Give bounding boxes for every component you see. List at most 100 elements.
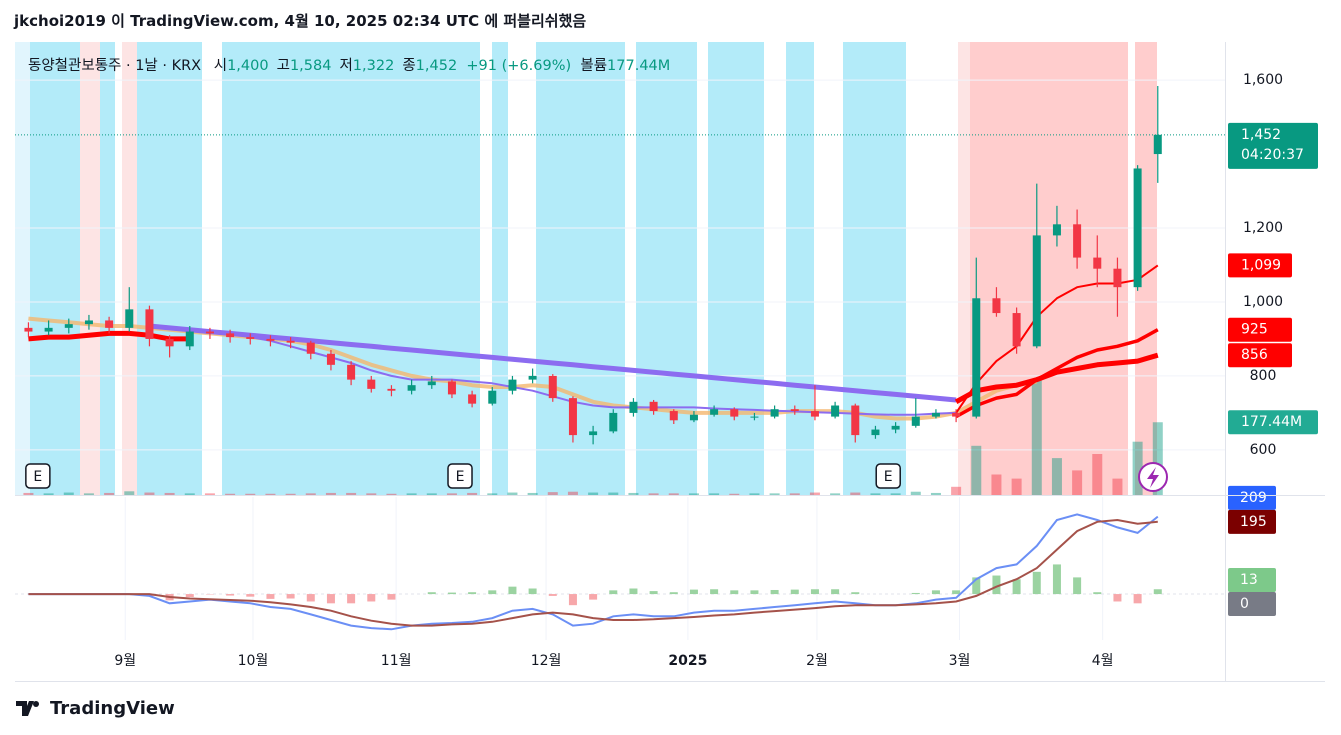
candle-body — [629, 401, 638, 413]
x-tick-label: 11월 — [381, 653, 412, 669]
background-band — [786, 42, 814, 495]
candle-body — [589, 431, 598, 436]
x-tick-label: 10월 — [238, 653, 269, 669]
legend: 동양철관보통주 · 1날 · KRX 시1,400 고1,584 저1,322 종1,… — [28, 54, 670, 75]
histogram-bar — [447, 592, 456, 595]
volume-bar — [1132, 441, 1143, 495]
volume-bar — [789, 493, 800, 495]
candle-body — [468, 394, 477, 404]
volume-bar — [164, 492, 175, 495]
candle-body — [669, 411, 678, 421]
histogram-bar — [689, 589, 698, 595]
candle-body — [447, 381, 456, 395]
volume-bar — [567, 491, 578, 495]
candle-body — [347, 364, 356, 380]
volume-bar — [910, 491, 921, 495]
candle-body — [528, 375, 537, 380]
candle-body — [810, 411, 819, 417]
volume-bar — [305, 493, 316, 495]
volume-bar — [83, 493, 94, 495]
histogram-bar — [246, 594, 255, 597]
background-band — [636, 42, 697, 495]
candle-body — [367, 379, 376, 389]
volume-bar — [729, 493, 740, 495]
volume-bar — [749, 493, 760, 495]
volume-bar — [204, 493, 215, 495]
candle-body — [508, 379, 517, 391]
macd-badge — [1228, 509, 1276, 534]
volume-bar — [588, 492, 599, 495]
background-band — [100, 42, 115, 495]
volume-bar — [346, 492, 357, 495]
ma-badge-label: 1,099 — [1241, 257, 1281, 273]
background-band — [970, 42, 1128, 495]
event-marker — [447, 463, 473, 489]
histogram-bar — [609, 590, 618, 595]
histogram-bar — [629, 588, 638, 595]
alert-icon[interactable] — [1138, 462, 1168, 492]
background-band — [222, 42, 480, 495]
candle-body — [407, 385, 416, 391]
volume-bar — [1152, 422, 1163, 495]
ma-badge-label: 925 — [1241, 322, 1268, 338]
candle-body — [1113, 268, 1122, 288]
ma-badge-label: 856 — [1241, 347, 1268, 363]
y-tick-label: 1,200 — [1243, 220, 1283, 236]
candle-body — [125, 309, 134, 328]
candle-body — [1073, 224, 1082, 258]
x-tick-label: 9월 — [114, 653, 136, 669]
volume-bar — [487, 493, 498, 495]
volume-bar — [668, 493, 679, 495]
background-band — [492, 42, 508, 495]
volume-bar — [63, 492, 74, 495]
histogram-bar — [1153, 589, 1162, 595]
histogram-bar — [568, 594, 577, 606]
histogram-bar — [185, 594, 194, 598]
candle-body — [427, 381, 436, 386]
volume-bar — [769, 493, 780, 495]
histogram-bar — [992, 575, 1001, 595]
volume-bar — [971, 445, 982, 495]
volume-bar — [830, 493, 841, 495]
volume-bar — [265, 493, 276, 495]
candle-body — [145, 309, 154, 339]
volume-bar — [809, 492, 820, 495]
ma-line — [149, 323, 957, 403]
candle-body — [710, 409, 719, 415]
candle-body — [649, 401, 658, 412]
ma-badge — [1228, 253, 1292, 278]
histogram-bar — [750, 590, 759, 595]
histogram-bar — [367, 594, 376, 602]
candle-body — [326, 353, 335, 365]
volume-bar — [709, 493, 720, 495]
histogram-bar — [1032, 571, 1041, 595]
x-tick-label: 3월 — [949, 653, 971, 669]
volume-bar — [527, 492, 538, 495]
ma-line — [955, 264, 1159, 414]
histogram-bar — [952, 590, 961, 595]
histogram-bar — [326, 594, 335, 604]
histogram-bar — [710, 589, 719, 595]
histogram-bar — [528, 588, 537, 595]
ohlc-label: 저 — [339, 58, 353, 74]
background-band — [122, 42, 137, 495]
histogram-bar — [972, 577, 981, 595]
change: +91 (+6.69%) — [466, 58, 572, 74]
volume-bar — [507, 492, 518, 495]
candle-body — [205, 331, 214, 334]
ma-line — [28, 330, 1159, 404]
candle-body — [286, 340, 295, 343]
macd-badge — [1228, 568, 1276, 593]
volume-bar — [406, 493, 417, 495]
volume-bar — [1031, 380, 1042, 495]
x-tick-label: 12월 — [531, 653, 562, 669]
ohlc-value: 1,584 — [289, 58, 332, 74]
ohlc-value: 1,452 — [415, 58, 458, 74]
ohlc-value: 1,400 — [227, 58, 269, 74]
macd-badge — [1228, 485, 1276, 510]
candle-body — [24, 327, 33, 332]
countdown-label: 04:20:37 — [1241, 147, 1304, 163]
publisher: jkchoi2019 이 TradingView.com, 4월 10, 202… — [14, 12, 587, 30]
candle-body — [1153, 134, 1162, 155]
